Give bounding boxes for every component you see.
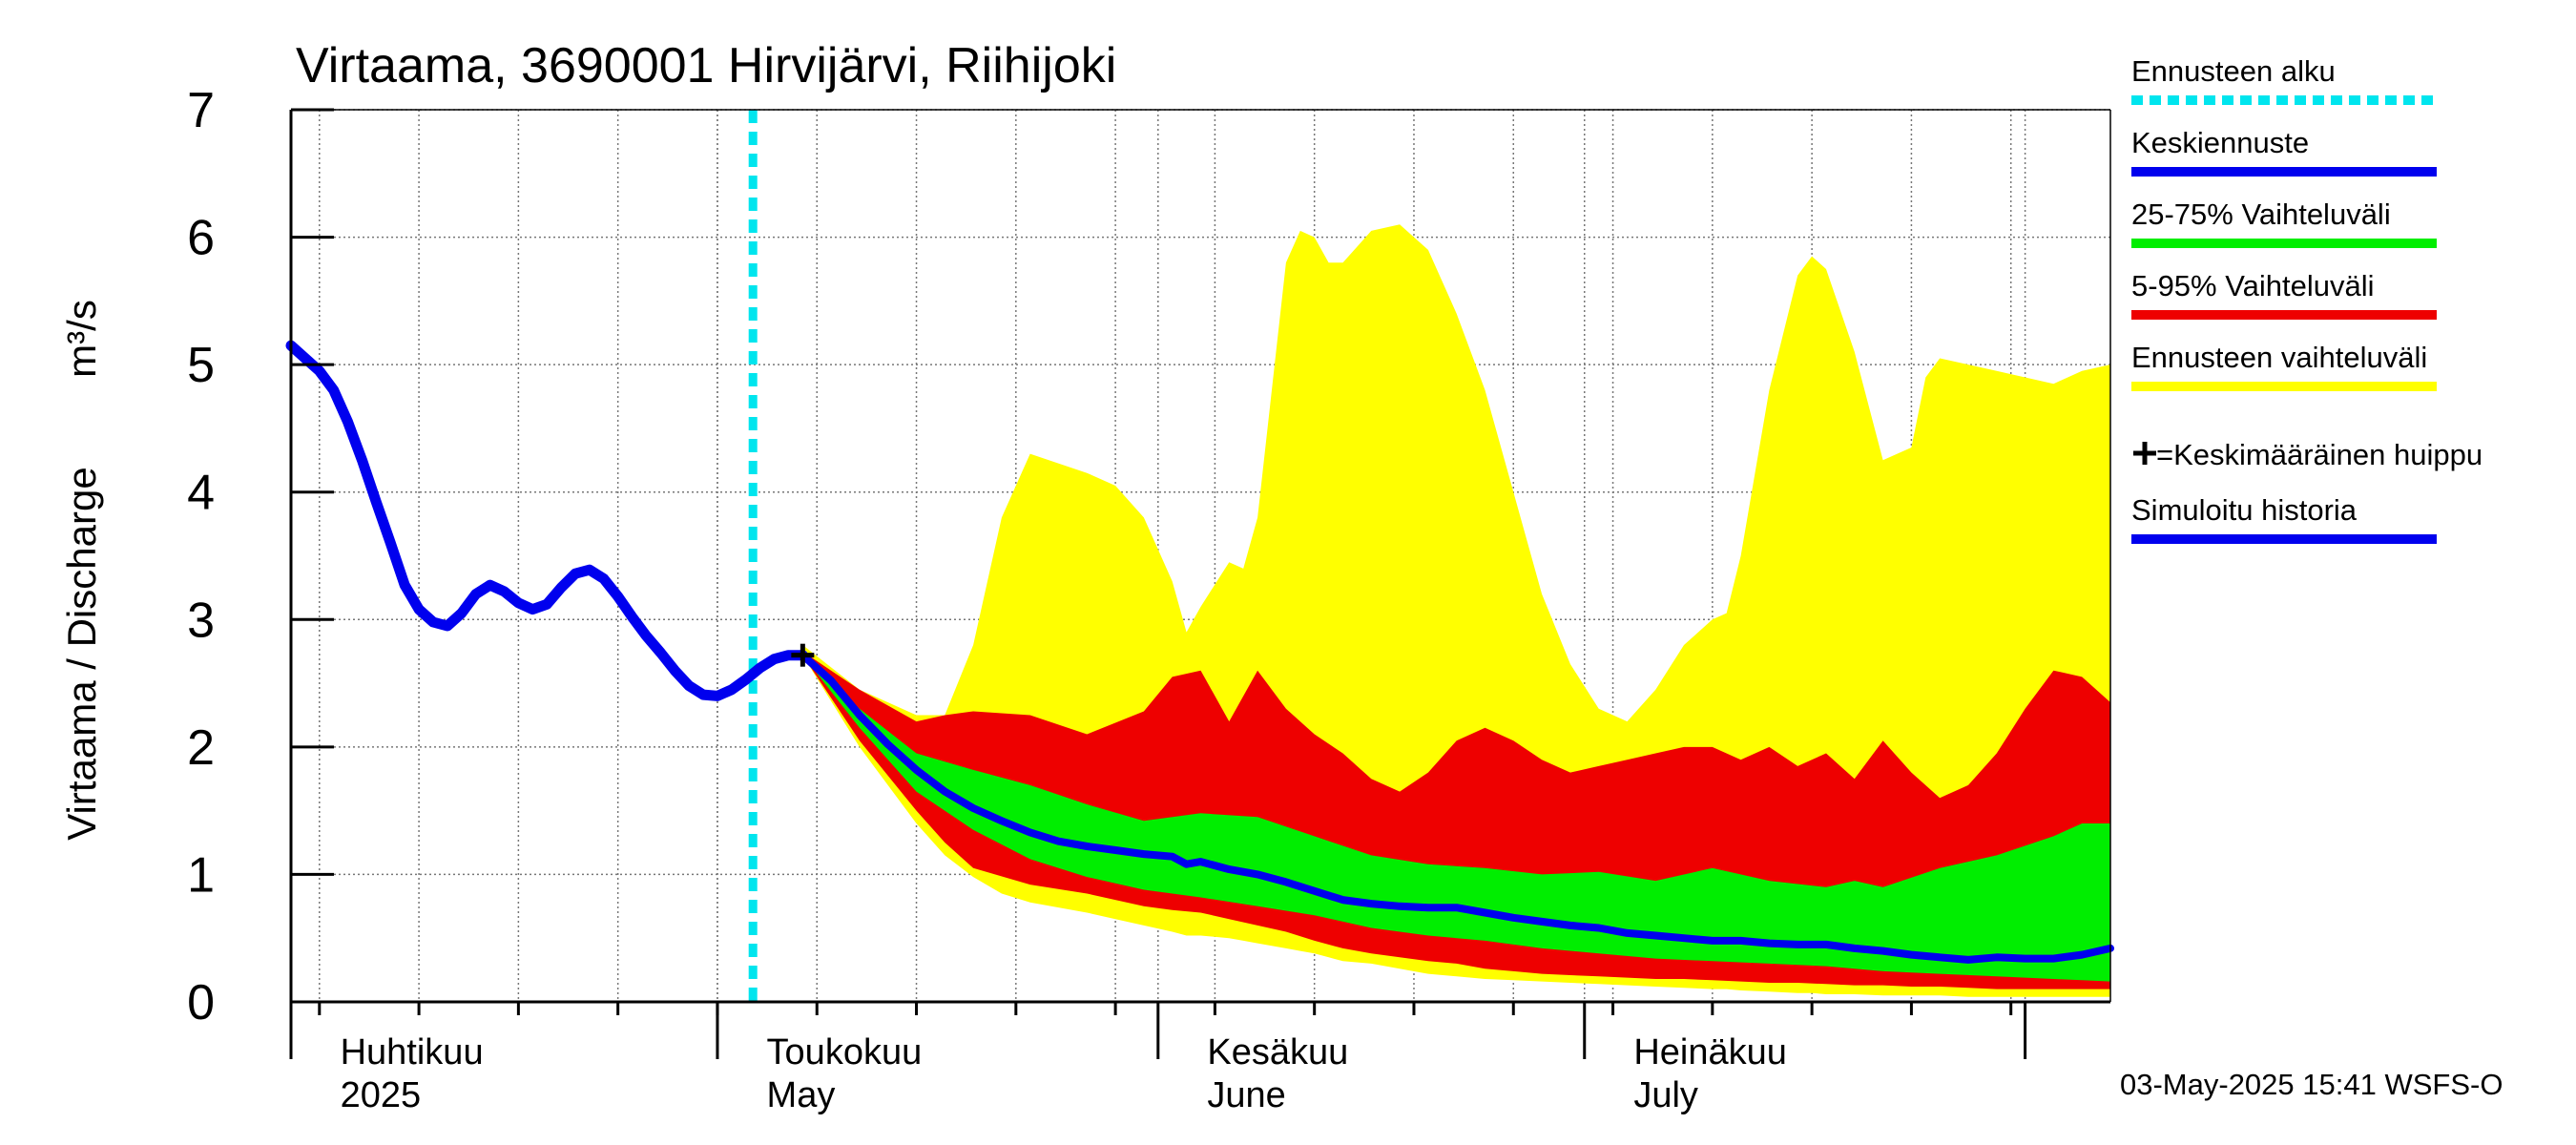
peak-marker xyxy=(791,643,815,667)
series-mean-line xyxy=(799,651,2114,964)
y-tick-label: 1 xyxy=(187,847,215,903)
legend-label: =Keskimääräinen huippu xyxy=(2156,438,2483,471)
legend-item-range: Ennusteen vaihteluväli xyxy=(2131,341,2437,391)
y-axis-label: Virtaama / Discharge xyxy=(59,467,104,840)
y-tick-label: 2 xyxy=(187,720,215,776)
x-month-label-en: 2025 xyxy=(341,1075,422,1115)
y-tick-label: 4 xyxy=(187,466,215,521)
y-axis-unit: m³/s xyxy=(59,300,104,378)
y-tick-label: 7 xyxy=(187,83,215,138)
legend-item-p25_75: 25-75% Vaihteluväli xyxy=(2131,198,2437,248)
x-month-label-fi: Heinäkuu xyxy=(1633,1032,1787,1072)
x-month-label-en: July xyxy=(1633,1075,1698,1115)
legend-label: Simuloitu historia xyxy=(2131,493,2358,527)
legend: Ennusteen alku Keskiennuste 25-75% Vaihtel… xyxy=(2131,54,2483,544)
x-month-label-en: May xyxy=(767,1075,836,1115)
legend-label: 5-95% Vaihteluväli xyxy=(2131,269,2374,302)
series-history-line xyxy=(285,340,808,701)
x-month-label-fi: Toukokuu xyxy=(767,1032,923,1072)
x-month-label-en: June xyxy=(1207,1075,1285,1115)
y-tick-label: 5 xyxy=(187,338,215,393)
x-month-label-fi: Kesäkuu xyxy=(1207,1032,1348,1072)
legend-item-mean: Keskiennuste xyxy=(2131,126,2437,177)
legend-label: Ennusteen vaihteluväli xyxy=(2131,341,2427,374)
legend-label: 25-75% Vaihteluväli xyxy=(2131,198,2391,231)
chart-title: Virtaama, 3690001 Hirvijärvi, Riihijoki xyxy=(296,38,1116,94)
x-month-label-fi: Huhtikuu xyxy=(341,1032,484,1072)
axes: 01234567Huhtikuu2025ToukokuuMayKesäkuuJu… xyxy=(187,83,2111,1115)
legend-item-peak: =Keskimääräinen huippu xyxy=(2133,438,2483,471)
y-tick-label: 6 xyxy=(187,211,215,266)
y-tick-label: 3 xyxy=(187,593,215,648)
legend-label: Ennusteen alku xyxy=(2131,54,2336,88)
band-25-75 xyxy=(802,655,2110,982)
plot-area xyxy=(285,109,2114,1003)
y-tick-label: 0 xyxy=(187,975,215,1030)
legend-item-p5_95: 5-95% Vaihteluväli xyxy=(2131,269,2437,320)
legend-label: Keskiennuste xyxy=(2131,126,2309,159)
legend-item-forecast_start: Ennusteen alku xyxy=(2131,54,2437,105)
footer-timestamp: 03-May-2025 15:41 WSFS-O xyxy=(2120,1068,2503,1101)
legend-item-history: Simuloitu historia xyxy=(2131,493,2437,544)
